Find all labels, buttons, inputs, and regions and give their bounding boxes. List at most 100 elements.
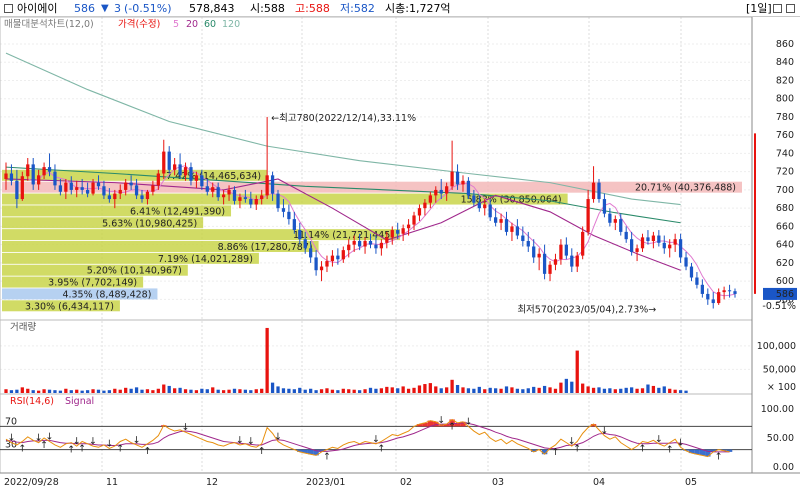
candle-body <box>575 255 579 267</box>
candle-body <box>428 195 432 203</box>
candle-body <box>249 199 253 205</box>
rsi-axis-tick: 100.00 <box>761 404 794 415</box>
volume-bar <box>260 388 264 393</box>
candle-body <box>445 186 449 194</box>
candle-body <box>700 284 704 294</box>
price-change: 3 <box>114 2 121 15</box>
candle-body <box>706 293 710 300</box>
buy-signal-icon: ↑ <box>116 443 124 454</box>
ma60-line <box>5 166 681 224</box>
price-axis-tick: 780 <box>776 112 794 123</box>
volume-profile-label: 20.71% (40,376,488) <box>635 183 736 194</box>
volume-bar <box>646 384 650 393</box>
current-price-label: 586 <box>776 289 794 300</box>
candle-body <box>265 175 269 196</box>
volume-bar <box>276 386 280 393</box>
volume-bar <box>630 387 634 393</box>
candle-body <box>581 231 585 256</box>
legend-ma120: 120 <box>222 19 240 30</box>
candle-body <box>640 237 645 249</box>
volume-profile-label: 11.14% (21,721,445) <box>293 230 394 241</box>
volume-bar <box>15 389 19 393</box>
volume-bar <box>254 389 258 393</box>
volume-bar <box>69 390 73 393</box>
candle-body <box>31 164 35 185</box>
volume-bar <box>162 384 166 393</box>
candle-body <box>53 171 57 186</box>
current-price: 586 <box>74 2 95 15</box>
candle-body <box>553 259 558 265</box>
candle-body <box>194 175 199 181</box>
rsi-oversold-fill <box>302 449 308 454</box>
candle-body <box>678 239 683 258</box>
candle-body <box>352 241 356 245</box>
volume-bar <box>423 384 427 393</box>
candle-body <box>287 211 291 220</box>
volume-bar <box>31 390 35 393</box>
volume-bar <box>178 387 182 393</box>
volume-bar <box>145 389 150 393</box>
legend-rsi: RSI(14,6) <box>10 396 54 407</box>
sell-signal-icon: ↓ <box>274 431 282 442</box>
volume-bar <box>537 387 541 393</box>
buy-signal-icon: ↑ <box>448 421 456 432</box>
candle-body <box>673 239 677 245</box>
volume-bar <box>194 390 199 393</box>
price-change-pct: (-0.51%) <box>124 2 172 15</box>
rsi-overbought-fill <box>416 424 423 427</box>
candle-body <box>570 255 574 267</box>
volume-bar <box>597 387 601 393</box>
candle-body <box>134 185 139 196</box>
price-axis-tick: 800 <box>776 94 794 105</box>
candle-body <box>472 195 476 203</box>
sell-signal-icon: ↓ <box>46 431 54 442</box>
candle-body <box>15 180 19 200</box>
candle-body <box>221 194 226 198</box>
candle-body <box>722 290 726 293</box>
stock-chart[interactable]: 4.35% (8,489,428)3.30% (6,434,117) 3.95% … <box>0 17 800 489</box>
buy-signal-icon: ↑ <box>377 443 385 454</box>
volume-bar <box>287 388 291 393</box>
candle-body <box>303 239 307 249</box>
candle-body <box>733 291 737 294</box>
rsi-oversold-fill <box>694 449 700 455</box>
candle-body <box>80 187 84 190</box>
candle-body <box>47 167 52 172</box>
volume-bar <box>570 381 574 393</box>
volume-bar <box>303 389 307 393</box>
candle-body <box>597 182 601 200</box>
candle-body <box>586 199 590 232</box>
rsi-oversold-fill <box>318 449 325 452</box>
candle-body <box>504 219 509 232</box>
volume-profile-band <box>2 229 401 241</box>
candle-body <box>695 277 699 285</box>
volume-bar <box>564 378 568 393</box>
volume-bar <box>113 388 117 393</box>
candle-body <box>270 175 275 194</box>
volume-bar <box>319 389 324 393</box>
candle-body <box>102 186 106 196</box>
candle-body <box>145 191 150 200</box>
volume-bar <box>401 386 405 393</box>
candle-body <box>646 237 650 242</box>
candle-body <box>510 226 514 232</box>
candle-body <box>684 257 688 267</box>
period-selector[interactable]: [1일] <box>746 2 772 15</box>
volume-bar <box>85 390 90 393</box>
legend-price: 가격(수정) <box>118 18 160 30</box>
candle-body <box>167 151 171 170</box>
volume-bar <box>227 389 231 393</box>
candle-body <box>532 246 536 258</box>
volume-bar <box>129 388 133 393</box>
candle-body <box>75 187 79 190</box>
legend-volume-profile: 매물대분석차트(12,0) <box>4 18 94 30</box>
price-axis-tick: 760 <box>776 130 794 141</box>
volume-bar <box>216 389 220 393</box>
candle-body <box>602 199 607 214</box>
price-axis-tick: 840 <box>776 57 794 68</box>
candle-body <box>461 180 465 185</box>
buy-signal-icon: ↑ <box>573 443 581 454</box>
date-axis-tick: 2023/01 <box>306 477 345 488</box>
volume-bar <box>678 390 683 393</box>
volume-bar <box>156 388 160 393</box>
